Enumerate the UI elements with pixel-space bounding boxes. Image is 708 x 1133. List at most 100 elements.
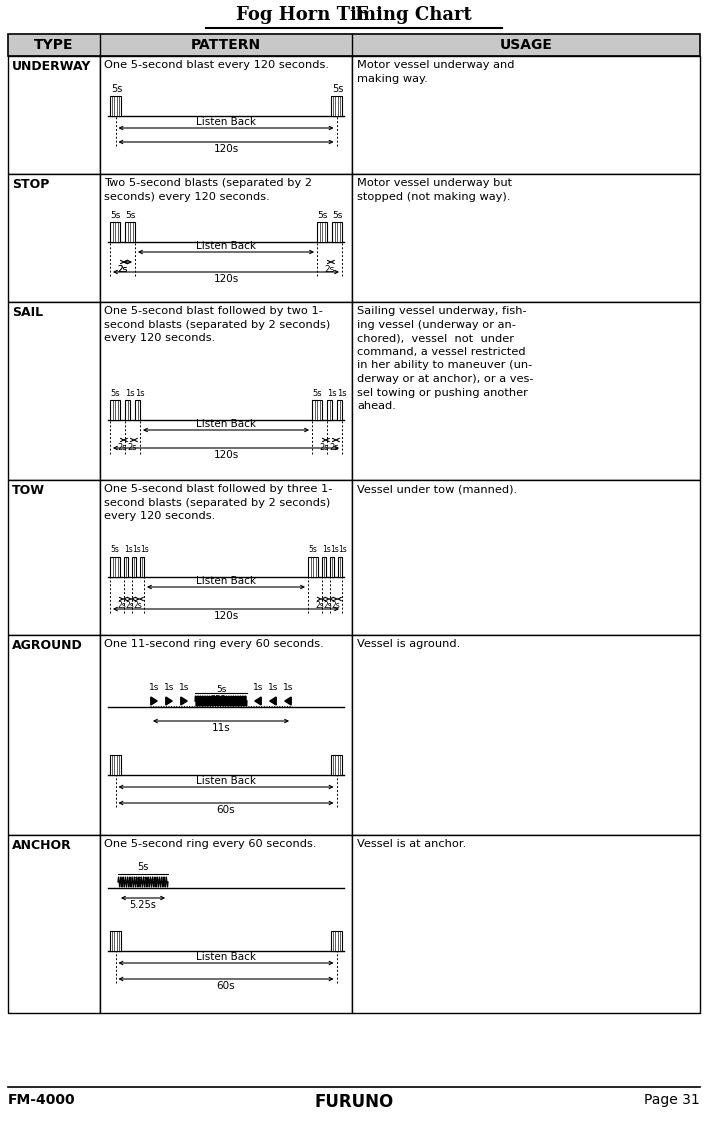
Text: 1s: 1s [140,545,149,554]
Text: STOP: STOP [12,178,50,191]
Bar [8,634,100,835]
Text: Fog Horn Timing Chart: Fog Horn Timing Chart [236,6,472,24]
Text: Listen Back: Listen Back [196,419,256,429]
Text: USAGE: USAGE [500,39,552,52]
Text: TOW: TOW [12,484,45,497]
Bar [338,557,342,577]
Text: Motor vessel underway but
stopped (not making way).: Motor vessel underway but stopped (not m… [357,178,512,202]
Text: 2s: 2s [125,602,135,611]
Bar [352,174,700,303]
Text: TYPE: TYPE [34,39,74,52]
Text: 2s: 2s [324,602,332,611]
Text: 5s: 5s [125,211,135,220]
Text: 2s: 2s [118,264,127,273]
Bar [100,303,352,480]
Text: F: F [354,6,367,24]
Text: 5s: 5s [332,211,343,220]
Bar [331,96,342,116]
Bar [317,222,327,242]
Bar [100,480,352,634]
Text: Motor vessel underway and
making way.: Motor vessel underway and making way. [357,60,515,84]
Text: 5s: 5s [216,684,226,693]
Text: 2s: 2s [324,264,335,273]
Bar [331,755,342,775]
Text: 5s: 5s [110,389,120,398]
Text: 120s: 120s [213,450,239,460]
Text: 2s: 2s [316,602,324,611]
Text: 5.25s: 5.25s [130,900,156,910]
Polygon shape [270,697,276,705]
Text: 5s: 5s [317,211,327,220]
Text: Vessel is at anchor.: Vessel is at anchor. [357,840,467,849]
Text: 1s: 1s [132,545,141,554]
Text: 120s: 120s [213,274,239,284]
Text: 1s: 1s [125,389,135,398]
Text: 5s: 5s [312,389,321,398]
Bar [352,56,700,174]
Text: 1s: 1s [253,682,263,691]
Text: 5s: 5s [308,545,317,554]
Text: 2s: 2s [118,264,127,273]
Bar [332,222,342,242]
Bar [352,835,700,1013]
Bar [330,557,334,577]
Text: 60s: 60s [217,806,235,815]
Text: 2s: 2s [118,602,126,611]
Text: FM-4000: FM-4000 [8,1093,76,1107]
Bar [8,56,100,174]
Text: SAIL: SAIL [12,306,43,320]
Bar [132,557,136,577]
Bar [322,557,326,577]
Text: 1s: 1s [149,682,159,691]
Bar [8,174,100,303]
Bar [100,835,352,1013]
Text: 1s: 1s [337,389,347,398]
Text: One 5-second blast followed by two 1-
second blasts (separated by 2 seconds)
eve: One 5-second blast followed by two 1- se… [104,306,330,343]
Text: 1s: 1s [135,389,144,398]
Bar [8,303,100,480]
Polygon shape [285,697,291,705]
Bar [308,557,318,577]
Bar [352,480,700,634]
Text: 1s: 1s [268,682,278,691]
Text: Vessel under tow (manned).: Vessel under tow (manned). [357,484,517,494]
Polygon shape [181,697,187,705]
Bar [100,56,352,174]
Bar [110,222,120,242]
Bar [124,557,128,577]
Text: 1s: 1s [164,682,174,691]
Text: FURUNO: FURUNO [314,1093,394,1111]
Bar [8,480,100,634]
Text: 5s: 5s [137,862,149,872]
Bar [100,634,352,835]
Text: Listen Back: Listen Back [196,117,256,127]
Text: 60s: 60s [217,981,235,991]
Text: One 5-second blast followed by three 1-
second blasts (separated by 2 seconds)
e: One 5-second blast followed by three 1- … [104,484,332,521]
Bar [110,557,120,577]
Text: Two 5-second blasts (separated by 2
seconds) every 120 seconds.: Two 5-second blasts (separated by 2 seco… [104,178,312,202]
Text: 5s: 5s [111,84,122,94]
Bar [331,931,342,951]
Text: One 11-second ring every 60 seconds.: One 11-second ring every 60 seconds. [104,639,324,649]
Text: Listen Back: Listen Back [196,576,256,586]
Text: Listen Back: Listen Back [196,776,256,786]
Bar [110,755,121,775]
Bar [140,557,144,577]
Text: AGROUND: AGROUND [12,639,83,651]
Text: ANCHOR: ANCHOR [12,840,72,852]
Text: 2s: 2s [118,443,127,451]
Text: UNDERWAY: UNDERWAY [12,60,91,73]
Polygon shape [151,697,157,705]
Text: 5s: 5s [110,545,119,554]
Bar [312,400,322,420]
Text: One 5-second blast every 120 seconds.: One 5-second blast every 120 seconds. [104,60,329,70]
Bar [100,174,352,303]
Text: 1s: 1s [124,545,133,554]
Text: 1s: 1s [282,682,293,691]
Text: PATTERN: PATTERN [191,39,261,52]
Text: 2s: 2s [134,602,142,611]
Bar [110,400,120,420]
Bar [352,634,700,835]
Text: 250ms: 250ms [210,696,239,705]
Bar [125,400,130,420]
